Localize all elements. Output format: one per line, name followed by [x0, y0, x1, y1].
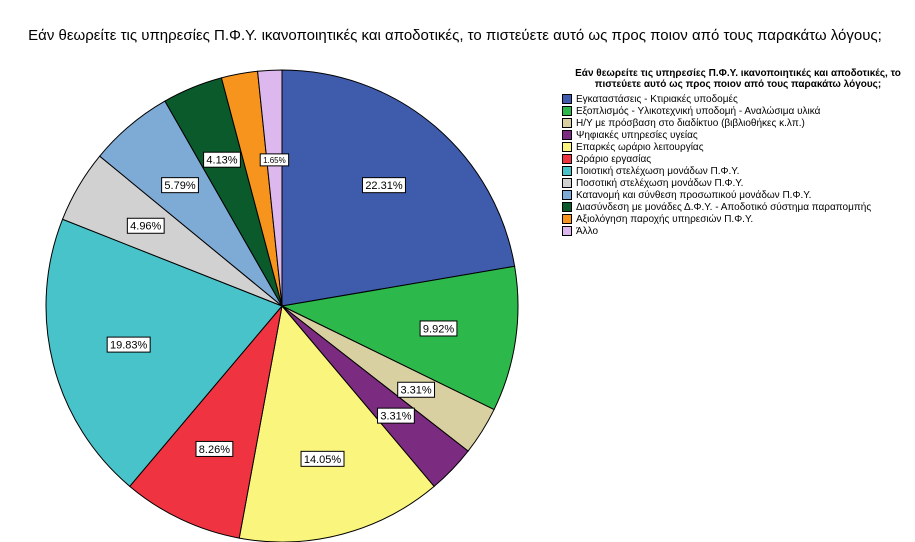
- legend-item: Αξιολόγηση παροχής υπηρεσιών Π.Φ.Υ.: [562, 213, 914, 225]
- pie-slice: [129, 304, 283, 539]
- legend-label: Άλλο: [576, 225, 599, 237]
- legend-item: Ποιοτική στελέχωση μονάδων Π.Φ.Υ.: [562, 165, 914, 177]
- legend-swatch: [562, 94, 572, 104]
- pie-slice: [238, 304, 435, 542]
- legend-label: Ψηφιακές υπηρεσίες υγείας: [576, 129, 698, 141]
- legend-label: Κατανομή και σύνθεση προσωπικού μονάδων …: [576, 189, 812, 201]
- legend-swatch: [562, 166, 572, 176]
- svg-text:3.31%: 3.31%: [380, 411, 411, 423]
- pie-slice: [257, 69, 283, 307]
- legend-label: Επαρκές ωράριο λειτουργίας: [576, 141, 704, 153]
- svg-text:8.26%: 8.26%: [199, 444, 230, 456]
- svg-text:5.79%: 5.79%: [164, 180, 195, 192]
- data-label: 3.31%: [377, 407, 415, 424]
- data-label: 1.65%: [259, 153, 290, 167]
- legend-label: Ωράριο εργασίας: [576, 153, 652, 165]
- legend-swatch: [562, 226, 572, 236]
- legend-label: Ποιοτική στελέχωση μονάδων Π.Φ.Υ.: [576, 165, 740, 177]
- data-label: 4.96%: [126, 217, 165, 234]
- data-label: 4.13%: [203, 151, 241, 168]
- legend-item: Άλλο: [562, 225, 914, 237]
- legend-label: Η/Υ με πρόσβαση στο διαδίκτυο (βιβλιοθήκ…: [576, 117, 805, 129]
- legend-item: Εγκαταστάσεις - Κτιριακές υποδομές: [562, 93, 914, 105]
- legend-label: Διασύνδεση με μονάδες Δ.Φ.Υ. - Αποδοτικό…: [576, 201, 872, 213]
- legend-swatch: [562, 178, 572, 188]
- svg-text:22.31%: 22.31%: [365, 180, 403, 192]
- svg-text:14.05%: 14.05%: [304, 454, 342, 466]
- data-label: 22.31%: [361, 177, 406, 194]
- legend-swatch: [562, 106, 572, 116]
- legend-title: Εάν θεωρείτε τις υπηρεσίες Π.Φ.Υ. ικανοπ…: [575, 68, 901, 90]
- chart-title: Εάν θεωρείτε τις υπηρεσίες Π.Φ.Υ. ικανοπ…: [28, 27, 882, 44]
- legend-item: Εξοπλισμός - Υλικοτεχνική υποδομή - Αναλ…: [562, 105, 914, 117]
- pie-slice: [45, 218, 283, 488]
- legend-swatch: [562, 190, 572, 200]
- data-label: 19.83%: [106, 336, 151, 353]
- legend-swatch: [562, 142, 572, 152]
- legend: Εάν θεωρείτε τις υπηρεσίες Π.Φ.Υ. ικανοπ…: [562, 68, 914, 237]
- legend-swatch: [562, 130, 572, 140]
- legend-item: Η/Υ με πρόσβαση στο διαδίκτυο (βιβλιοθήκ…: [562, 117, 914, 129]
- pie-slice: [280, 265, 519, 411]
- legend-item: Κατανομή και σύνθεση προσωπικού μονάδων …: [562, 189, 914, 201]
- legend-label: Αξιολόγηση παροχής υπηρεσιών Π.Φ.Υ.: [576, 213, 754, 225]
- legend-swatch: [562, 118, 572, 128]
- legend-item: Ποσοτική στελέχωση μονάδων Π.Φ.Υ.: [562, 177, 914, 189]
- data-label: 14.05%: [300, 450, 345, 467]
- svg-text:1.65%: 1.65%: [263, 156, 286, 165]
- legend-item: Ωράριο εργασίας: [562, 153, 914, 165]
- data-label: 9.92%: [419, 320, 458, 337]
- legend-label: Εξοπλισμός - Υλικοτεχνική υποδομή - Αναλ…: [576, 105, 821, 117]
- svg-text:3.31%: 3.31%: [401, 385, 432, 397]
- svg-text:9.92%: 9.92%: [423, 323, 454, 335]
- legend-item: Επαρκές ωράριο λειτουργίας: [562, 141, 914, 153]
- legend-label: Εγκαταστάσεις - Κτιριακές υποδομές: [576, 93, 738, 105]
- legend-item: Διασύνδεση με μονάδες Δ.Φ.Υ. - Αποδοτικό…: [562, 201, 914, 213]
- data-label: 5.79%: [161, 177, 199, 194]
- svg-text:19.83%: 19.83%: [110, 340, 148, 352]
- legend-swatch: [562, 202, 572, 212]
- svg-text:4.96%: 4.96%: [130, 221, 161, 233]
- legend-item: Ψηφιακές υπηρεσίες υγείας: [562, 129, 914, 141]
- legend-items: Εγκαταστάσεις - Κτιριακές υποδομές Εξοπλι…: [562, 93, 914, 237]
- data-label: 8.26%: [195, 440, 234, 457]
- legend-swatch: [562, 154, 572, 164]
- legend-label: Ποσοτική στελέχωση μονάδων Π.Φ.Υ.: [576, 177, 744, 189]
- svg-text:4.13%: 4.13%: [206, 155, 237, 167]
- legend-swatch: [562, 214, 572, 224]
- data-label: 3.31%: [397, 381, 436, 398]
